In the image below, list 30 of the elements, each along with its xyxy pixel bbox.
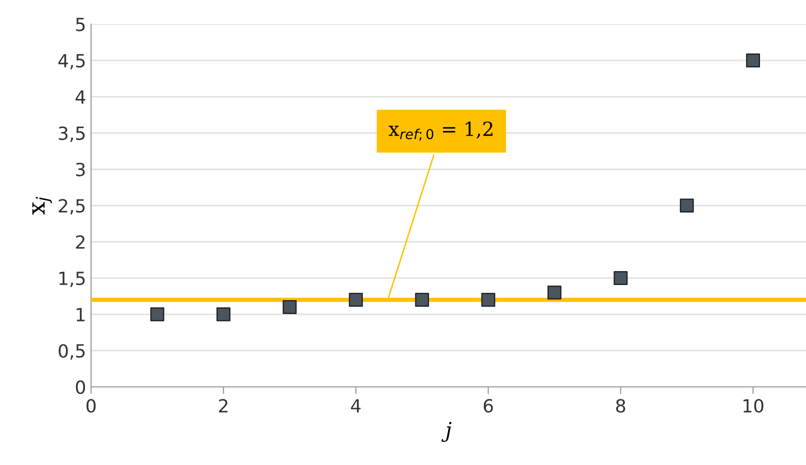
- y-tick-label: 2,5: [58, 198, 85, 214]
- point: [415, 292, 430, 307]
- point: [746, 53, 760, 68]
- x-tick-label: 8: [616, 399, 626, 413]
- x-tick-label: 0: [86, 399, 96, 413]
- point: [282, 300, 297, 314]
- point: [216, 307, 230, 322]
- x-tick-label: 6: [484, 399, 493, 413]
- y-tick-label: 5: [76, 18, 85, 32]
- point: [614, 271, 628, 286]
- y-tick-label: 4,5: [58, 54, 85, 70]
- point: [547, 286, 562, 300]
- x-tick-label: 2: [219, 399, 228, 412]
- point: [150, 307, 164, 322]
- y-tick-label: 0: [76, 380, 86, 394]
- y-tick-label: 3,5: [58, 126, 85, 142]
- ref-line-label: x$_{ref;0}$ = 1,2: [388, 121, 492, 141]
- y-tick-label: 0,5: [58, 344, 85, 360]
- y-tick-label: 3: [76, 162, 85, 176]
- y-axis-title: x$_{j}$: [32, 196, 52, 215]
- x-tick-label: 10: [744, 399, 764, 413]
- point: [348, 292, 363, 307]
- y-tick-label: 2: [76, 235, 84, 249]
- point: [680, 198, 694, 212]
- y-tick-label: 1: [76, 308, 85, 322]
- x-tick-label: 4: [351, 399, 361, 412]
- y-tick-label: 1,5: [59, 272, 85, 288]
- y-tick-label: 4: [76, 90, 86, 104]
- point: [481, 292, 496, 307]
- x-axis-title: j: [442, 422, 452, 442]
